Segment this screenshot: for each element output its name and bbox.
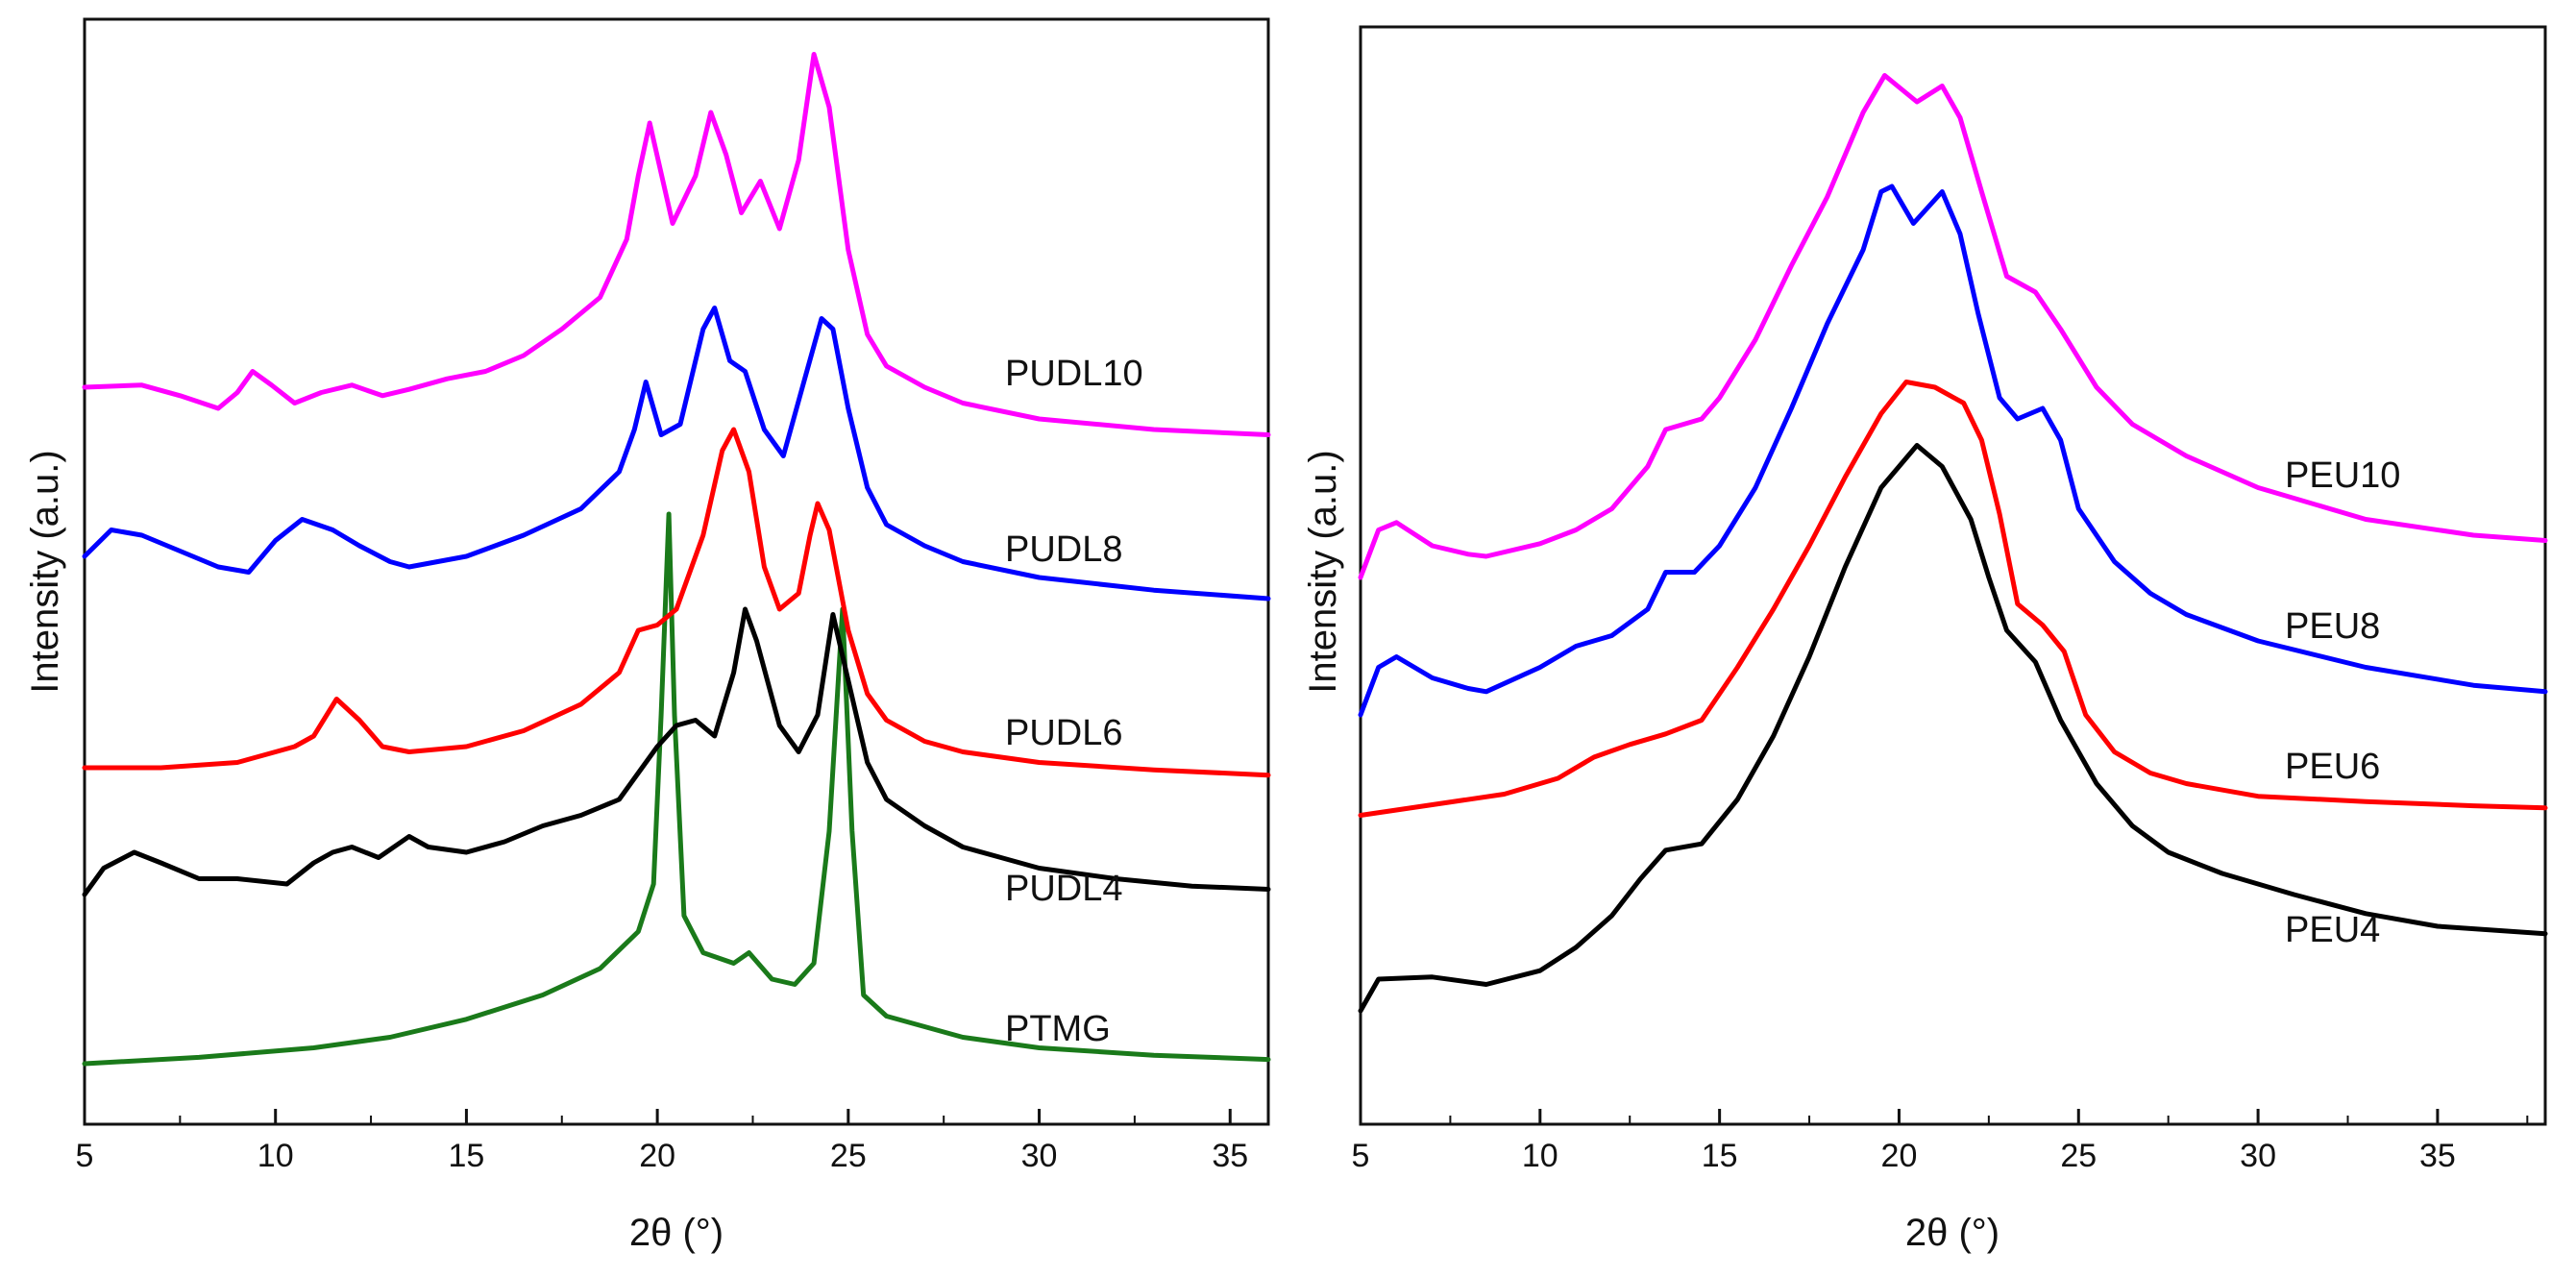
label-peu8: PEU8 (2285, 606, 2380, 647)
label-ptmg: PTMG (1005, 1009, 1111, 1049)
label-pudl6: PUDL6 (1005, 713, 1123, 753)
series-line-pudl6 (82, 427, 1271, 778)
right-x-tick-label-20: 20 (1881, 1138, 1918, 1174)
left-x-tick-label-10: 10 (258, 1138, 294, 1174)
right-panel-peu-series: 5 10 15 20 25 30 35 Intensity (a.u.) 2θ (°) PE… (1302, 25, 2548, 1254)
left-y-axis-title: Intensity (a.u.) (24, 450, 66, 693)
label-pudl8: PUDL8 (1005, 529, 1123, 570)
right-x-axis-title: 2θ (°) (1905, 1212, 1999, 1254)
right-x-tick-label-30: 30 (2240, 1138, 2276, 1174)
right-x-tick-label-10: 10 (1522, 1138, 1558, 1174)
label-pudl10: PUDL10 (1005, 354, 1143, 394)
left-x-axis-ticks: 5 10 15 20 25 30 35 (76, 1109, 1248, 1174)
left-x-tick-label-30: 30 (1021, 1138, 1058, 1174)
series-line-peu10 (1358, 73, 2548, 580)
right-curves (1358, 73, 2548, 1014)
left-x-tick-label-5: 5 (76, 1138, 94, 1174)
left-x-tick-label-35: 35 (1212, 1138, 1248, 1174)
left-curves (82, 52, 1271, 1067)
series-line-pudl4 (82, 606, 1271, 897)
left-panel-pudl-series: 5 10 15 20 25 30 35 Intensity (a.u.) 2θ (°) PU… (24, 17, 1271, 1254)
series-line-peu8 (1358, 184, 2548, 718)
label-peu4: PEU4 (2285, 910, 2380, 950)
series-line-pudl10 (82, 52, 1271, 437)
label-peu10: PEU10 (2285, 455, 2400, 496)
left-plot-frame (83, 17, 1270, 1126)
right-x-tick-label-5: 5 (1352, 1138, 1370, 1174)
right-x-tick-label-35: 35 (2419, 1138, 2456, 1174)
left-x-tick-label-25: 25 (830, 1138, 867, 1174)
right-x-axis-ticks: 5 10 15 20 25 30 35 (1352, 1109, 2529, 1174)
right-plot-frame (1359, 25, 2547, 1126)
right-y-axis-title: Intensity (a.u.) (1302, 450, 1344, 693)
right-x-tick-label-15: 15 (1702, 1138, 1738, 1174)
label-pudl4: PUDL4 (1005, 869, 1123, 909)
series-line-ptmg (82, 511, 1271, 1067)
series-line-peu4 (1358, 443, 2548, 1014)
left-x-tick-label-15: 15 (449, 1138, 485, 1174)
left-x-axis-title: 2θ (°) (629, 1212, 724, 1254)
series-line-peu6 (1358, 380, 2548, 818)
right-x-tick-label-25: 25 (2060, 1138, 2097, 1174)
left-x-tick-label-20: 20 (639, 1138, 675, 1174)
label-peu6: PEU6 (2285, 747, 2380, 787)
series-line-pudl8 (82, 306, 1271, 602)
